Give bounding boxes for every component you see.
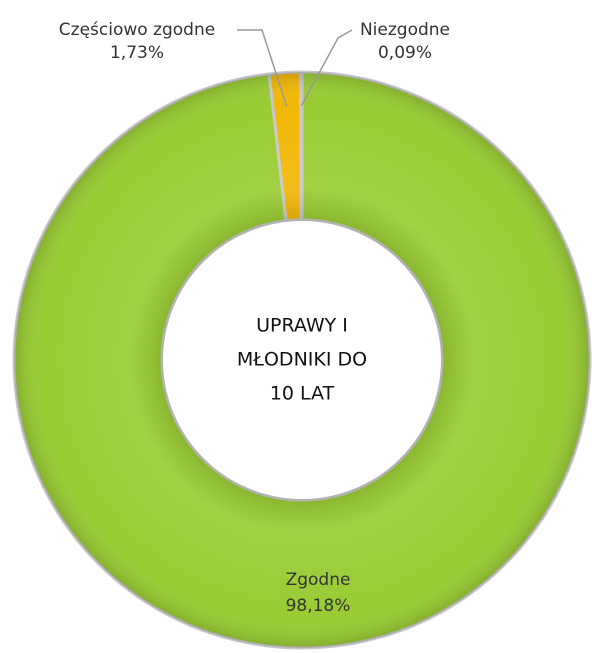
leader-line bbox=[300, 29, 353, 107]
value-label: 98,18% bbox=[286, 596, 351, 616]
slice-label: Niezgodne bbox=[360, 20, 450, 40]
value-label: 0,09% bbox=[378, 43, 432, 63]
leader-line bbox=[237, 29, 288, 107]
value-label: 1,73% bbox=[110, 43, 164, 63]
hole bbox=[163, 221, 441, 499]
center-text: UPRAWY I bbox=[256, 315, 348, 337]
slice bbox=[298, 70, 304, 222]
center-text: MŁODNIKI DO bbox=[237, 349, 367, 371]
slice-label: Zgodne bbox=[286, 570, 351, 590]
slice-label: Częściowo zgodne bbox=[59, 20, 215, 40]
center-text: 10 LAT bbox=[270, 383, 335, 405]
